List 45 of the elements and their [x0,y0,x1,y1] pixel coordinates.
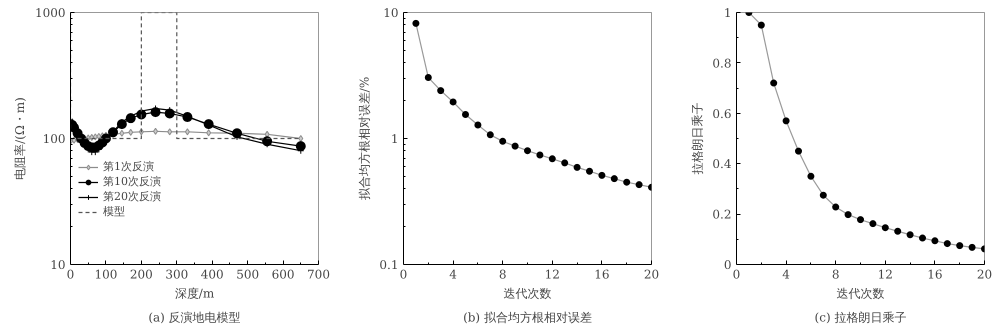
y-tick-label: 1 [390,132,399,146]
x-tick-label: 700 [307,268,330,282]
y-tick-label: 0.8 [712,56,732,70]
x-axis-title: 深度/m [174,286,215,300]
y-tick-label: 10 [50,258,66,272]
x-tick-label: 200 [130,268,153,282]
legend-label: 模型 [103,204,125,219]
legend-label: 第20次反演 [103,189,161,204]
x-axis-title: 迭代次数 [836,286,884,300]
x-tick-label: 500 [236,268,260,282]
x-axis-title: 迭代次数 [504,286,552,300]
y-tick-label: 1000 [34,6,66,20]
y-tick-label: 1 [724,6,732,20]
x-tick-label: 8 [498,268,507,282]
y-axis-title: 拟合均方根相对误差/% [357,76,372,200]
y-axis-title: 拉格朗日乘子 [690,102,704,174]
x-tick-label: 0 [66,268,74,282]
x-tick-label: 600 [272,268,295,282]
y-tick-label: 0 [724,258,732,272]
text: (c) 拉格朗日乘子 [814,310,906,324]
y-axis-title: 电阻率/(Ω・m) [12,97,27,180]
x-tick-label: 300 [165,268,188,282]
x-tick-label: 4 [782,268,790,282]
x-tick-label: 4 [449,268,458,282]
text: (a) 反演地电模型 [148,310,241,324]
y-tick-label: 0.1 [379,258,399,272]
x-tick-label: 0 [732,268,740,282]
x-tick-label: 12 [878,268,893,282]
y-tick-label: 0.2 [712,208,732,222]
x-tick-label: 16 [927,268,943,282]
legend-label: 第1次反演 [103,159,154,174]
x-tick-label: 12 [544,268,560,282]
x-tick-label: 400 [200,268,224,282]
legend-label: 第10次反演 [103,174,161,189]
x-tick-label: 20 [976,268,992,282]
y-tick-label: 100 [42,132,66,146]
x-tick-label: 0 [400,268,408,282]
x-tick-label: 20 [644,268,660,282]
y-tick-label: 0.4 [712,157,732,172]
x-tick-label: 16 [594,268,610,282]
y-tick-label: 0.6 [712,106,732,121]
x-tick-label: 8 [832,268,840,282]
text: (b) 拟合均方根相对误差 [463,310,592,324]
x-tick-label: 100 [94,268,118,282]
y-tick-label: 10 [383,6,399,20]
